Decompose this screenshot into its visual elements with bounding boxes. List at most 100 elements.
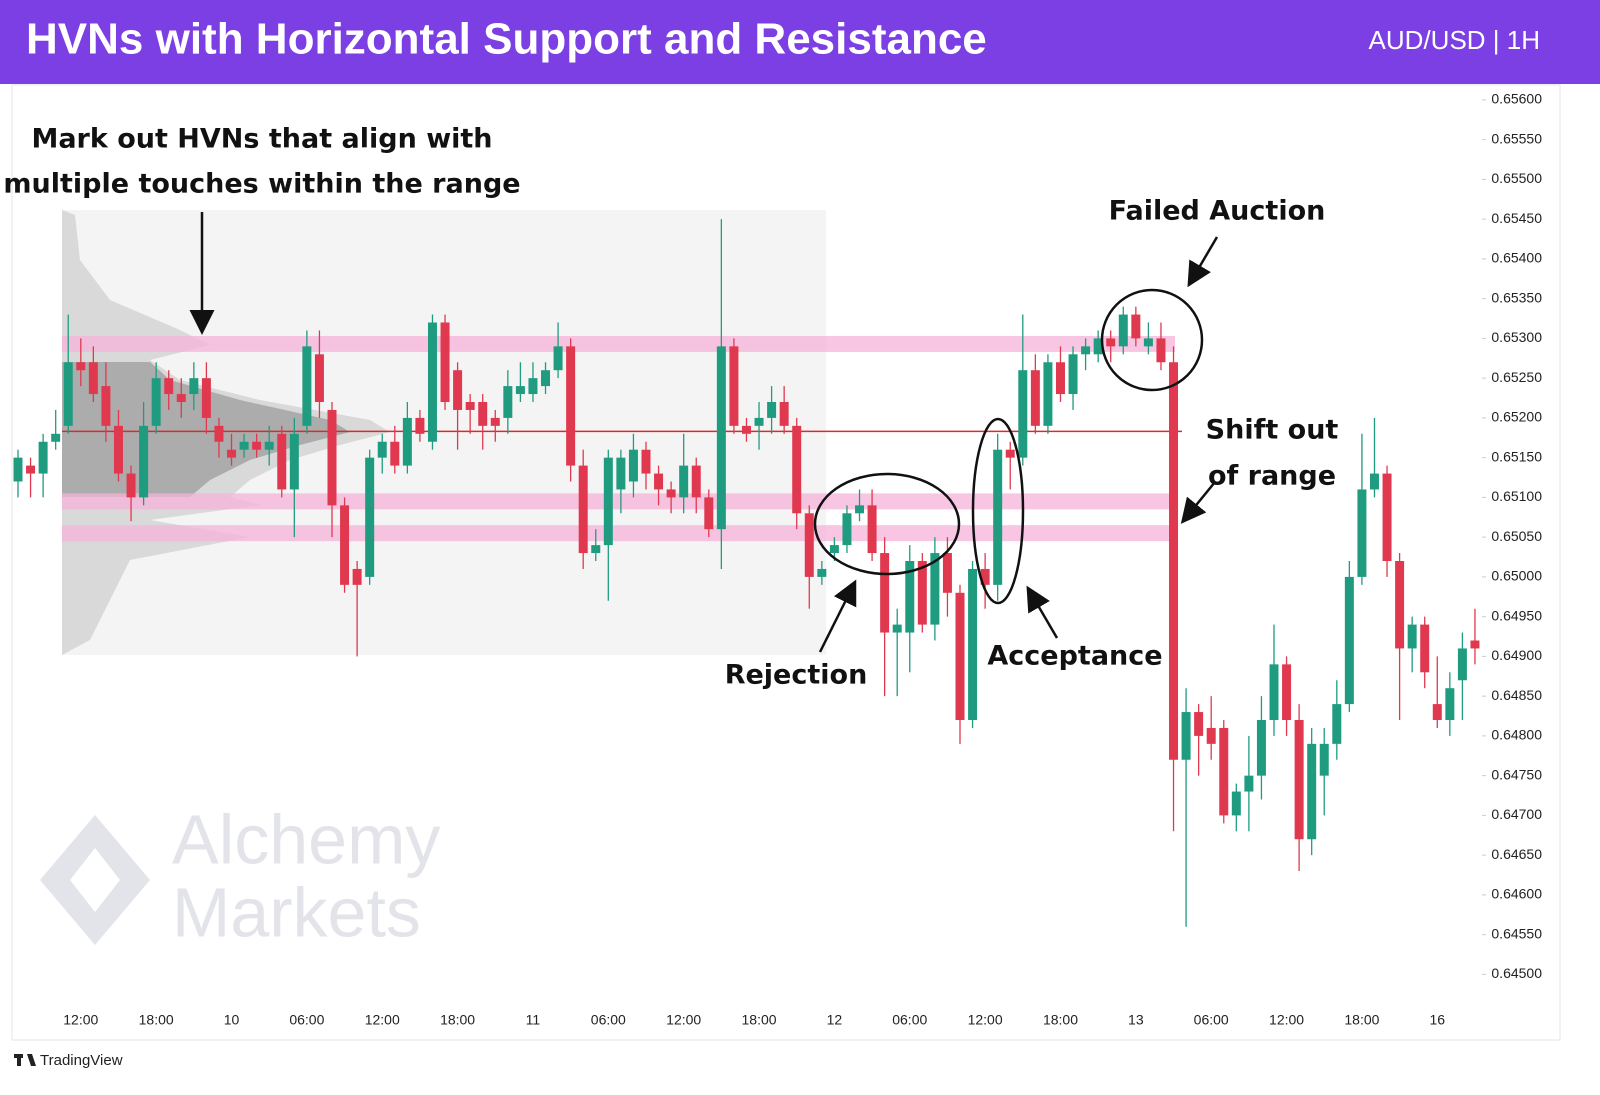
watermark-logo: [40, 815, 150, 945]
candle-body: [1005, 449, 1015, 458]
x-tick-label: 13: [1128, 1012, 1144, 1028]
annotation: Shift out: [1206, 415, 1339, 446]
acceptance-ellipse: [971, 417, 1025, 605]
candle-body: [26, 465, 36, 474]
y-tick-label: 0.65550: [1491, 130, 1542, 146]
tradingview-logo: [14, 1054, 36, 1066]
candle-body: [930, 553, 940, 625]
candle-body: [415, 417, 425, 434]
candle-body: [1307, 743, 1317, 840]
candle-body: [440, 322, 450, 402]
rejection-ellipse: [813, 472, 961, 576]
candle-body: [390, 441, 400, 466]
annotation: Acceptance: [987, 641, 1162, 672]
candle-body: [176, 394, 186, 402]
candle-body: [1131, 314, 1141, 339]
x-tick-label: 12:00: [365, 1012, 400, 1028]
candle-body: [352, 568, 362, 585]
candle-body: [1357, 489, 1367, 577]
x-tick-label: 12:00: [666, 1012, 701, 1028]
candle-body: [1332, 704, 1342, 744]
candle-body: [591, 545, 601, 554]
candle-body: [1181, 712, 1191, 760]
arrow: [1187, 236, 1219, 288]
candle-body: [465, 402, 475, 410]
candle-body: [189, 378, 199, 395]
hvn-zone: [62, 335, 1175, 352]
candle-body: [63, 362, 73, 426]
x-tick-label: 18:00: [1043, 1012, 1078, 1028]
candle-body: [1106, 338, 1116, 347]
annotation: Rejection: [725, 660, 868, 691]
candle-body: [38, 441, 48, 474]
y-tick-label: 0.65600: [1491, 91, 1542, 107]
candle-body: [365, 457, 375, 577]
x-tick-label: 11: [526, 1012, 541, 1028]
candle-body: [139, 425, 149, 498]
candle-body: [402, 417, 412, 466]
annotation: multiple touches within the range: [3, 169, 520, 200]
candle-body: [314, 354, 324, 402]
x-tick-label: 06:00: [892, 1012, 927, 1028]
x-tick-label: 06:00: [591, 1012, 626, 1028]
y-tick-label: 0.65200: [1491, 409, 1542, 425]
candle-body: [892, 624, 902, 633]
candle-body: [76, 362, 86, 371]
candle-body: [1344, 576, 1354, 705]
candle-body: [164, 378, 174, 395]
candle-body: [578, 465, 588, 554]
annotation: Failed Auction: [1109, 196, 1326, 227]
candle-body: [1043, 362, 1053, 426]
candle-body: [239, 441, 249, 450]
candle-body: [817, 568, 827, 577]
candle-body: [1194, 712, 1204, 736]
y-tick-label: 0.64900: [1491, 647, 1542, 663]
candle-body: [691, 465, 701, 498]
candle-body: [867, 505, 877, 554]
annotation: Mark out HVNs that align with: [31, 124, 492, 155]
candle-body: [553, 346, 563, 371]
arrow: [1180, 481, 1216, 524]
candle-body: [1445, 688, 1455, 720]
candle-body: [1470, 640, 1480, 649]
x-tick-label: 06:00: [289, 1012, 324, 1028]
y-tick-label: 0.64700: [1491, 806, 1542, 822]
candle-body: [101, 386, 111, 426]
candle-body: [377, 441, 387, 458]
candle-body: [603, 457, 613, 546]
y-tick-label: 0.64600: [1491, 886, 1542, 902]
candle-body: [1395, 561, 1405, 649]
x-tick-label: 12: [827, 1012, 843, 1028]
candle-body: [855, 505, 865, 514]
chart-title: HVNs with Horizontal Support and Resista…: [26, 15, 987, 64]
source-label: TradingView: [40, 1052, 123, 1069]
candle-body: [453, 370, 463, 410]
candle-body: [616, 457, 626, 490]
x-tick-label: 18:00: [440, 1012, 475, 1028]
candle-body: [515, 386, 525, 395]
y-tick-label: 0.64800: [1491, 727, 1542, 743]
x-tick-label: 18:00: [1344, 1012, 1379, 1028]
candle-body: [1282, 664, 1292, 720]
candle-body: [88, 362, 98, 395]
candle-body: [842, 513, 852, 546]
candle-body: [1169, 362, 1179, 760]
y-tick-label: 0.65500: [1491, 170, 1542, 186]
candle-body: [151, 378, 161, 426]
candle-body: [955, 592, 965, 720]
candle-body: [1294, 720, 1304, 840]
y-tick-label: 0.64850: [1491, 687, 1542, 703]
candle-body: [566, 346, 576, 466]
x-tick-label: 16: [1429, 1012, 1445, 1028]
candle-body: [1231, 791, 1241, 816]
candle-body: [1256, 720, 1266, 776]
candle-body: [779, 402, 789, 426]
candle-body: [1244, 775, 1254, 792]
candle-body: [905, 561, 915, 633]
candle-body: [741, 425, 751, 434]
y-tick-label: 0.64500: [1491, 965, 1542, 981]
candle-body: [1369, 473, 1379, 490]
arrow: [818, 579, 857, 653]
candle-body: [993, 449, 1003, 585]
